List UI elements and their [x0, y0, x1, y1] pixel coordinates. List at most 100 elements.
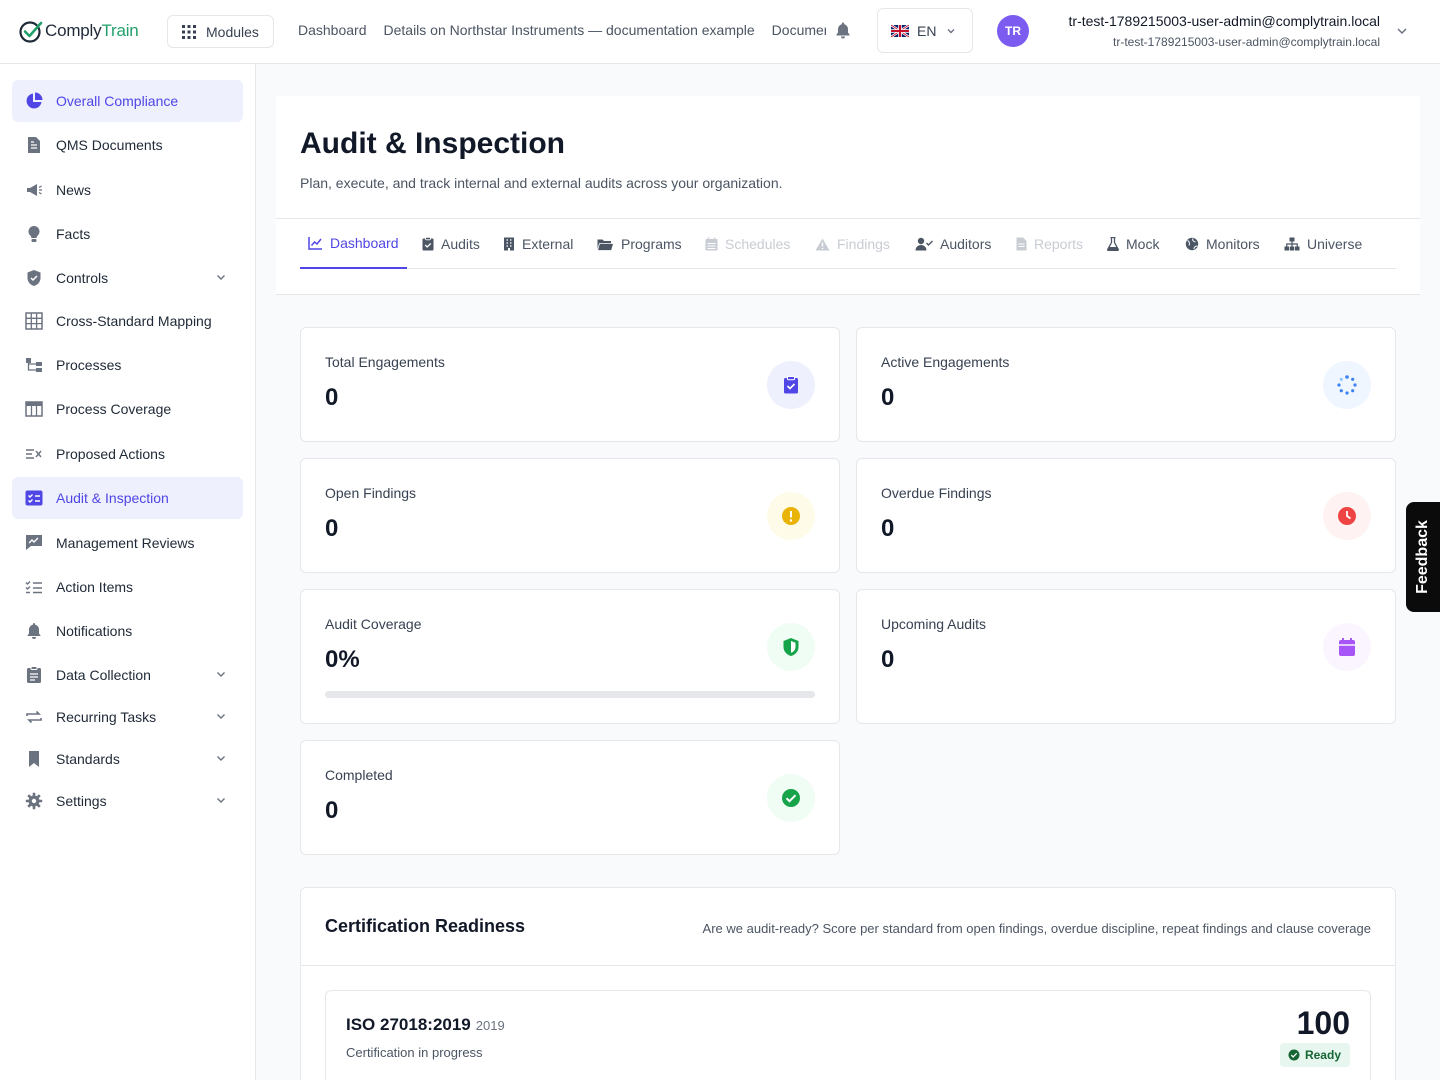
tab-label: Monitors: [1206, 236, 1260, 252]
megaphone-icon: [25, 181, 43, 199]
top-bar: ComplyTrain Modules Dashboard Details on …: [0, 0, 1440, 64]
tab-label: Schedules: [725, 236, 791, 252]
flask-icon: [1107, 237, 1119, 251]
tab-label: Dashboard: [330, 235, 399, 251]
user-name[interactable]: tr-test-1789215003-user-admin@complytrai…: [1068, 13, 1380, 29]
sidebar-item-qms-documents[interactable]: QMS Documents: [12, 124, 243, 166]
sidebar-item-processes[interactable]: Processes: [12, 344, 243, 386]
warning-icon: [815, 238, 830, 250]
sidebar-item-action-items[interactable]: Action Items: [12, 566, 243, 608]
sidebar-item-label: Data Collection: [56, 667, 151, 683]
sidebar-item-settings[interactable]: Settings: [12, 780, 243, 822]
modules-label: Modules: [206, 23, 259, 40]
sidebar-item-management-reviews[interactable]: Management Reviews: [12, 522, 243, 564]
sidebar-item-audit-inspection[interactable]: Audit & Inspection: [12, 477, 243, 519]
sidebar: Overall Compliance QMS Documents News Fa…: [0, 64, 256, 1080]
tab-programs[interactable]: Programs: [597, 219, 682, 269]
sidebar-item-cross-standard-mapping[interactable]: Cross-Standard Mapping: [12, 300, 243, 342]
gear-icon: [25, 792, 43, 810]
chevron-down-icon: [217, 756, 225, 761]
tab-label: Audits: [441, 236, 480, 252]
tab-monitors[interactable]: Monitors: [1185, 219, 1260, 269]
sidebar-item-overall-compliance[interactable]: Overall Compliance: [12, 80, 243, 122]
tab-auditors[interactable]: Auditors: [915, 219, 991, 269]
breadcrumb-item[interactable]: Details on Northstar Instruments — docum…: [383, 22, 755, 38]
feedback-button[interactable]: Feedback: [1406, 502, 1440, 612]
tab-label: Programs: [621, 236, 682, 252]
sitemap-icon: [25, 356, 43, 374]
page-subtitle: Plan, execute, and track internal and ex…: [300, 175, 783, 191]
building-icon: [504, 237, 514, 251]
stat-label: Upcoming Audits: [881, 616, 987, 632]
sidebar-item-label: Cross-Standard Mapping: [56, 313, 212, 329]
certification-readiness-panel: Certification Readiness Are we audit-rea…: [300, 887, 1396, 1080]
repeat-icon: [25, 708, 43, 726]
sidebar-item-label: Controls: [56, 270, 109, 286]
bell-icon[interactable]: [834, 21, 852, 39]
spinner-icon: [1323, 361, 1371, 409]
chevron-down-icon: [217, 714, 225, 719]
sidebar-item-label: Settings: [56, 793, 107, 809]
sidebar-item-proposed-actions[interactable]: Proposed Actions: [12, 433, 243, 475]
chevron-down-icon[interactable]: [1395, 24, 1409, 38]
sidebar-item-label: Management Reviews: [56, 535, 195, 551]
sidebar-item-label: Facts: [56, 226, 91, 242]
language-selector[interactable]: EN: [877, 8, 973, 53]
sidebar-item-facts[interactable]: Facts: [12, 213, 243, 255]
grid-dots-icon: [182, 24, 196, 39]
document-icon: [25, 136, 43, 154]
stat-value: 0: [881, 515, 895, 542]
stat-value: 0%: [325, 646, 360, 673]
file-icon: [1016, 237, 1027, 251]
modules-button[interactable]: Modules: [167, 15, 274, 48]
tab-external[interactable]: External: [503, 219, 573, 269]
sidebar-item-controls[interactable]: Controls: [12, 257, 243, 299]
tab-schedules[interactable]: Schedules: [705, 219, 790, 269]
sidebar-item-data-collection[interactable]: Data Collection: [12, 654, 243, 696]
uk-flag-icon: [891, 24, 909, 37]
sidebar-item-notifications[interactable]: Notifications: [12, 610, 243, 652]
stat-value: 0: [325, 797, 339, 824]
tab-reports[interactable]: Reports: [1016, 219, 1083, 269]
stat-card-total-engagements: Total Engagements 0: [300, 327, 840, 442]
sidebar-item-process-coverage[interactable]: Process Coverage: [12, 388, 243, 430]
sidebar-item-label: Notifications: [56, 623, 133, 639]
tab-label: Reports: [1034, 236, 1084, 252]
breadcrumb-item[interactable]: Documents: [771, 22, 826, 38]
stat-value: 0: [881, 384, 895, 411]
chart-edit-icon: [25, 534, 43, 552]
user-email: tr-test-1789215003-user-admin@complytrai…: [1113, 35, 1380, 49]
checklist-icon: [25, 489, 43, 507]
stat-card-active-engagements: Active Engagements 0: [856, 327, 1396, 442]
stat-card-upcoming-audits: Upcoming Audits 0: [856, 589, 1396, 724]
sidebar-item-standards[interactable]: Standards: [12, 738, 243, 780]
coverage-progress-bar: [325, 691, 815, 698]
standard-readiness-card[interactable]: ISO 27018:2019 2019 Certification in prog…: [325, 990, 1371, 1080]
sidebar-item-recurring-tasks[interactable]: Recurring Tasks: [12, 696, 243, 738]
logo-text: ComplyTrain: [45, 21, 139, 40]
section-title: Certification Readiness: [325, 916, 526, 936]
tab-label: Universe: [1307, 236, 1363, 252]
check-circle-icon: [767, 774, 815, 822]
feedback-label: Feedback: [1414, 520, 1431, 594]
grid-icon: [25, 312, 43, 330]
stat-card-open-findings: Open Findings 0: [300, 458, 840, 573]
tab-universe[interactable]: Universe: [1284, 219, 1362, 269]
clipboard-icon: [25, 666, 43, 684]
breadcrumb-item[interactable]: Dashboard: [298, 22, 367, 38]
sidebar-item-label: Action Items: [56, 579, 134, 595]
tab-mock[interactable]: Mock: [1107, 219, 1159, 269]
calendar-icon: [705, 237, 718, 251]
tab-findings[interactable]: Findings: [815, 219, 890, 269]
status-badge: Ready: [1279, 1043, 1350, 1067]
clock-icon: [1323, 492, 1371, 540]
tab-audits[interactable]: Audits: [422, 219, 480, 269]
tab-dashboard[interactable]: Dashboard: [300, 219, 407, 269]
sidebar-item-label: Overall Compliance: [56, 93, 179, 109]
app-logo[interactable]: ComplyTrain: [18, 18, 139, 44]
sidebar-item-news[interactable]: News: [12, 169, 243, 211]
standard-status: Certification in progress: [346, 1045, 483, 1060]
divider: [276, 218, 1420, 219]
sidebar-item-label: News: [56, 182, 92, 198]
avatar[interactable]: TR: [997, 15, 1029, 47]
